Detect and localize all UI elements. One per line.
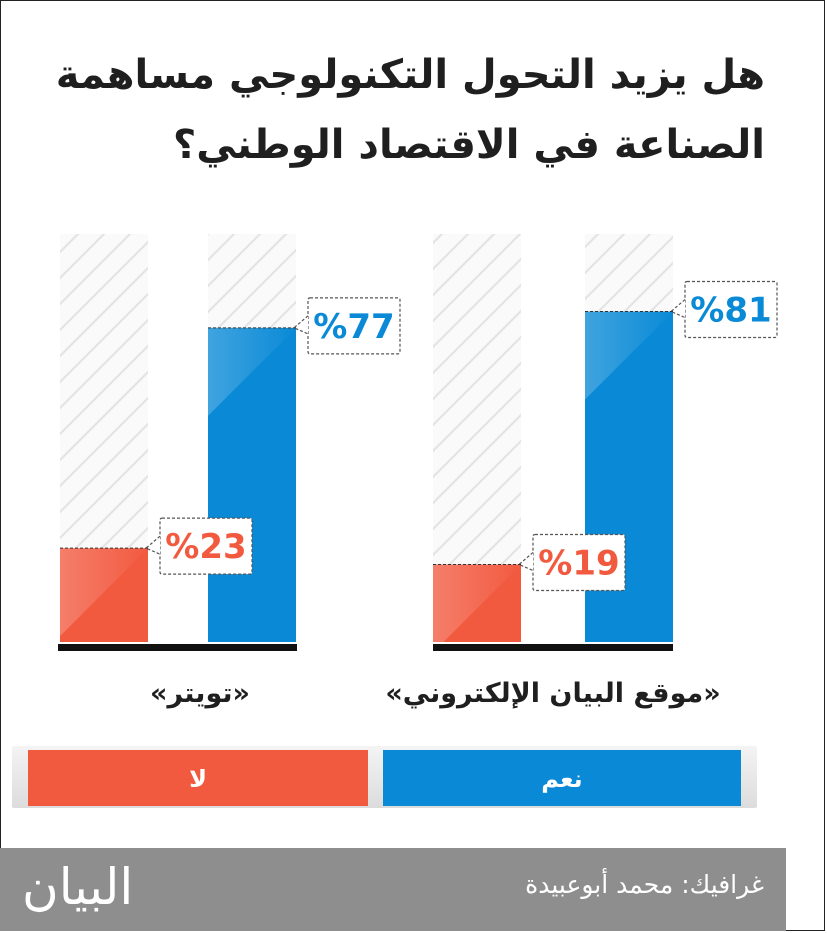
bar-shine-yes-2 [208,327,296,416]
label-pointer-no-2 [144,535,161,555]
category-label-1: «موقع البيان الإلكتروني» [385,678,720,709]
legend-label-no: لا [189,765,207,793]
footer: غرافيك: محمد أبوعبيدة البيان [0,848,786,931]
footer-logo: البيان [22,858,134,916]
category-label-2: «تويتر» [150,678,250,709]
label-pointer-yes-1 [669,299,686,319]
data-label-yes-1: %81 [690,291,771,331]
baseline-1 [433,644,673,651]
label-pointer-yes-2 [292,315,309,335]
legend-label-yes: نعم [541,765,582,793]
bar-shine-yes-1 [585,311,673,400]
legend-swatch-no [28,750,368,806]
legend-swatch-yes [383,750,741,806]
footer-credit: غرافيك: محمد أبوعبيدة [525,870,764,899]
data-label-no-2: %23 [165,527,246,567]
bar-shine-no-2 [60,548,148,637]
baseline-2 [58,644,297,651]
bar-shine-no-1 [433,564,521,653]
data-label-yes-2: %77 [313,307,394,347]
chart-title: هل يزيد التحول التكنولوجي مساهمة الصناعة… [55,52,765,168]
data-label-no-1: %19 [538,543,619,583]
chart: %81 %19 «موقع البيان الإلكتروني» %77 %23 «توي… [28,234,778,806]
label-pointer-no-1 [517,552,534,572]
